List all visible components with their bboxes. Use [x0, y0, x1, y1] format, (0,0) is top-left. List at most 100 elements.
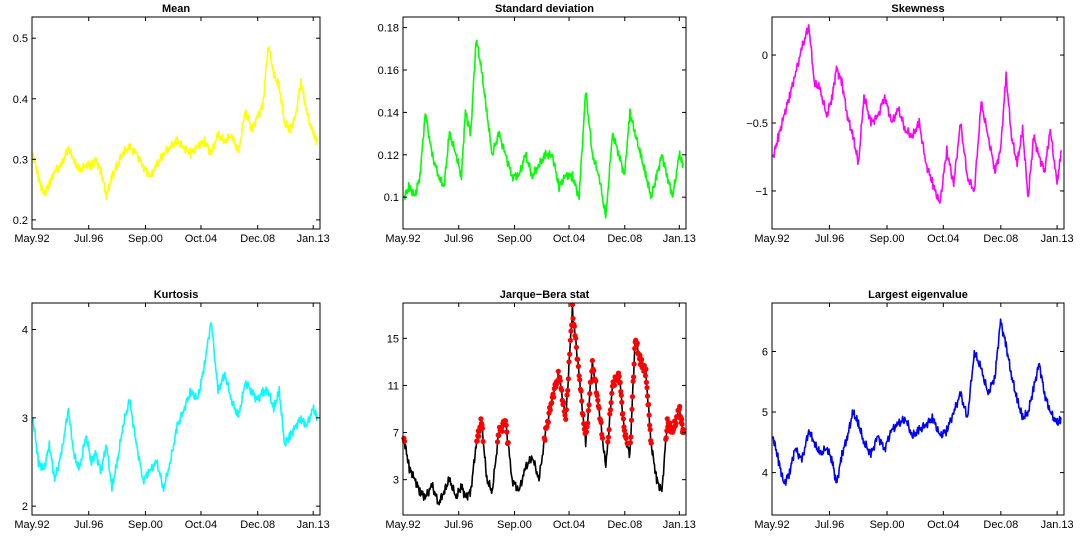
- data-point: [679, 416, 685, 422]
- series-line: [772, 24, 1062, 204]
- data-point: [562, 412, 568, 418]
- y-tick-label: 0.1: [384, 192, 399, 204]
- y-tick-label: −0.5: [746, 118, 768, 130]
- data-point: [599, 435, 606, 441]
- axes-frame: [402, 16, 687, 230]
- chart-title: Skewness: [891, 3, 944, 15]
- data-point: [567, 351, 573, 357]
- chart-panel-5: Jarque−Bera stat May.92 Jul.96 Sep.00 Oct.04…: [385, 289, 695, 531]
- series-line: [403, 303, 685, 506]
- series-line: [32, 321, 319, 493]
- data-point: [591, 368, 597, 374]
- data-point: [611, 382, 618, 388]
- x-tick-label: May.92: [385, 519, 420, 531]
- data-point: [549, 400, 555, 406]
- chart-panel-4: Kurtosis May.92 Jul.96 Sep.00 Oct.04 Dec.08 Ja…: [14, 289, 329, 531]
- x-tick-label: Dec.08: [983, 233, 1018, 245]
- data-point: [629, 394, 636, 400]
- data-point: [542, 437, 548, 443]
- data-point: [663, 435, 669, 441]
- data-point: [621, 428, 628, 434]
- x-tick-label: Jan.13: [1041, 519, 1074, 531]
- data-point: [607, 407, 614, 413]
- x-tick-label: Jul.96: [74, 233, 103, 245]
- data-point: [583, 429, 590, 435]
- axes-frame: [402, 302, 687, 516]
- x-tick-label: Jan.13: [297, 519, 330, 531]
- x-tick-label: May.92: [385, 233, 420, 245]
- data-point: [623, 431, 629, 438]
- data-point: [568, 328, 574, 334]
- data-point: [547, 407, 553, 413]
- y-tick-label: 0.5: [13, 33, 28, 45]
- x-tick-label: Dec.08: [240, 233, 275, 245]
- data-point: [605, 439, 611, 445]
- data-point: [505, 440, 511, 446]
- x-tick-label: Dec.08: [240, 519, 275, 531]
- data-point: [634, 340, 640, 346]
- x-tick-label: Oct.04: [553, 233, 585, 245]
- y-tick-label: 3: [22, 413, 28, 425]
- x-tick-label: Dec.08: [607, 519, 642, 531]
- data-point: [557, 378, 563, 384]
- data-point: [576, 373, 582, 379]
- data-point: [563, 407, 570, 413]
- data-point: [606, 427, 612, 433]
- x-tick-label: Sep.00: [497, 233, 532, 245]
- data-point: [585, 408, 592, 414]
- data-point: [598, 419, 604, 426]
- data-point: [623, 435, 629, 441]
- y-tick-label: 5: [762, 407, 768, 419]
- y-tick-label: 11: [388, 380, 399, 392]
- y-tick-label: 15: [387, 333, 399, 345]
- x-tick-label: Sep.00: [870, 233, 905, 245]
- y-tick-label: 7: [393, 428, 399, 440]
- data-point: [571, 323, 578, 329]
- data-point: [589, 358, 596, 364]
- data-point: [617, 379, 623, 386]
- chart-panel-1: Mean May.92 Jul.96 Sep.00 Oct.04 Dec.08 Jan.13…: [13, 3, 330, 245]
- x-tick-label: May.92: [754, 519, 789, 531]
- x-tick-label: Jul.96: [815, 519, 844, 531]
- data-point: [631, 361, 637, 367]
- data-point: [620, 411, 626, 417]
- x-tick-label: Sep.00: [497, 519, 532, 531]
- data-point: [474, 438, 480, 444]
- data-point: [628, 434, 634, 440]
- data-point: [667, 420, 673, 426]
- data-point: [575, 363, 582, 370]
- data-point: [579, 398, 585, 404]
- data-point: [593, 378, 599, 384]
- data-point: [629, 406, 635, 412]
- data-point: [664, 428, 670, 434]
- series-line: [403, 39, 685, 219]
- data-point: [502, 418, 509, 424]
- x-tick-label: May.92: [14, 519, 49, 531]
- y-tick-label: 4: [22, 325, 28, 337]
- x-tick-label: Dec.08: [983, 519, 1018, 531]
- data-point: [596, 405, 602, 411]
- data-point: [544, 424, 550, 430]
- data-point: [561, 400, 567, 406]
- x-tick-label: May.92: [754, 233, 789, 245]
- x-tick-label: Jan.13: [663, 233, 696, 245]
- data-point: [503, 422, 509, 428]
- data-point: [564, 392, 570, 398]
- x-tick-label: Jan.13: [1041, 233, 1074, 245]
- data-point: [609, 390, 615, 396]
- data-point: [577, 377, 583, 383]
- data-point: [637, 352, 643, 358]
- data-point: [551, 394, 557, 400]
- data-point: [479, 425, 486, 431]
- data-point: [586, 402, 592, 408]
- chart-title: Largest eigenvalue: [868, 289, 968, 301]
- data-point: [585, 420, 591, 426]
- axes-frame: [31, 16, 321, 230]
- data-point: [476, 428, 482, 434]
- data-point: [608, 400, 614, 406]
- data-point: [631, 374, 637, 380]
- data-point: [545, 419, 551, 425]
- data-point: [566, 359, 572, 365]
- data-point: [644, 385, 650, 391]
- axes-frame: [31, 302, 321, 516]
